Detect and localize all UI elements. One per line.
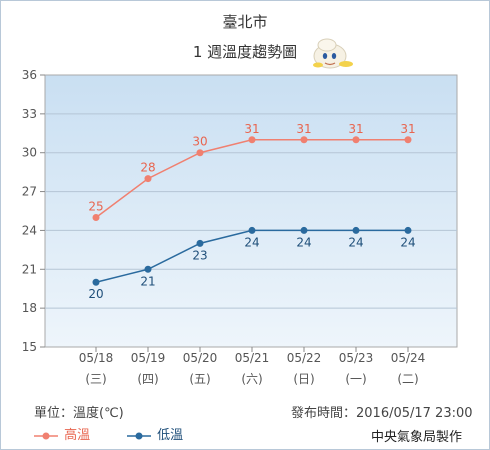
mascot-icon <box>313 38 353 69</box>
y-tick-label: 15 <box>22 340 37 354</box>
data-point <box>196 239 204 247</box>
chart-subtitle: 1 週溫度趨勢圖 <box>192 43 298 61</box>
y-tick-label: 33 <box>22 107 37 121</box>
x-weekday-label: (日) <box>293 372 314 386</box>
data-label: 31 <box>400 122 415 136</box>
legend-high: 高溫 <box>34 424 90 443</box>
chart-title: 臺北市 <box>222 13 268 31</box>
data-point <box>352 136 360 144</box>
x-tick-label: 05/18 <box>79 351 114 365</box>
data-point <box>300 226 308 234</box>
data-point <box>144 265 152 273</box>
x-tick-label: 05/20 <box>183 351 218 365</box>
x-weekday-label: (三) <box>85 372 106 386</box>
data-label: 31 <box>348 122 363 136</box>
y-tick-label: 36 <box>22 68 37 82</box>
data-label: 30 <box>192 135 207 149</box>
legend-low-marker <box>127 432 151 439</box>
data-point <box>92 213 100 221</box>
data-point <box>248 226 256 234</box>
data-label: 31 <box>296 122 311 136</box>
data-label: 23 <box>192 248 207 262</box>
legend-low-label: 低溫 <box>157 428 184 443</box>
data-label: 24 <box>348 235 363 249</box>
y-tick-label: 24 <box>22 223 37 237</box>
data-label: 31 <box>244 122 259 136</box>
x-weekday-label: (四) <box>137 372 158 386</box>
data-point <box>352 226 360 234</box>
x-weekday-label: (五) <box>189 372 210 386</box>
data-label: 28 <box>140 161 155 175</box>
data-point <box>92 278 100 286</box>
x-tick-label: 05/21 <box>235 351 270 365</box>
data-point <box>300 136 308 144</box>
source-label: 中央氣象局製作 <box>371 430 463 445</box>
unit-label: 單位：溫度(℃) <box>34 406 124 421</box>
x-tick-label: 05/23 <box>339 351 374 365</box>
data-point <box>404 136 412 144</box>
data-point <box>196 149 204 157</box>
x-weekday-label: (二) <box>397 372 418 386</box>
legend-high-label: 高溫 <box>64 428 91 443</box>
y-tick-label: 30 <box>22 146 37 160</box>
data-label: 24 <box>400 235 415 249</box>
y-tick-label: 18 <box>22 301 37 315</box>
data-label: 20 <box>88 287 103 301</box>
legend-low: 低溫 <box>127 424 183 443</box>
legend-high-marker <box>34 432 58 439</box>
y-tick-label: 27 <box>22 185 37 199</box>
x-tick-label: 05/19 <box>131 351 166 365</box>
data-point <box>404 226 412 234</box>
data-label: 21 <box>140 274 155 288</box>
data-point <box>144 175 152 183</box>
y-tick-label: 21 <box>22 262 37 276</box>
publish-time: 發布時間：2016/05/17 23:00 <box>291 406 473 421</box>
x-tick-label: 05/22 <box>287 351 322 365</box>
x-weekday-label: (一) <box>345 372 366 386</box>
x-tick-label: 05/24 <box>391 351 426 365</box>
data-point <box>248 136 256 144</box>
data-label: 24 <box>244 235 259 249</box>
data-label: 24 <box>296 235 311 249</box>
x-weekday-label: (六) <box>241 372 262 386</box>
plot-area <box>44 74 458 348</box>
data-label: 25 <box>88 199 103 213</box>
